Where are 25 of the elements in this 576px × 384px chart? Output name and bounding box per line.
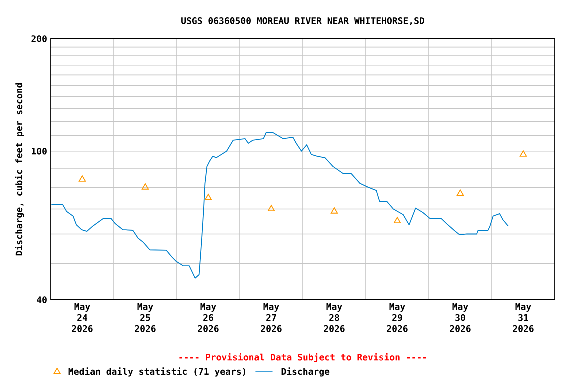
y-tick-label: 100 [32, 148, 47, 155]
line-series [51, 132, 509, 279]
point [142, 184, 150, 190]
legend-label: Discharge [282, 368, 330, 377]
x-tick-label: May 26 2026 [198, 304, 219, 332]
x-tick-label: May 31 2026 [513, 304, 534, 332]
x-tick-label: May 25 2026 [135, 304, 156, 332]
x-tick-label: May 29 2026 [387, 304, 408, 332]
point [394, 217, 402, 224]
x-tick-label: May 30 2026 [450, 304, 471, 332]
chart-title: USGS 06360500 MOREAU RIVER NEAR WHITEHORSE,SD [182, 18, 424, 26]
legend-label: Median daily statistic (71 years) [68, 368, 246, 377]
x-tick-label: May 27 2026 [261, 304, 282, 332]
y-tick-label: 40 [37, 296, 47, 304]
y-tick-label: 200 [32, 36, 47, 42]
x-tick-label: May 24 2026 [72, 304, 93, 332]
point [330, 208, 338, 214]
y-axis-title: Discharge, cubic feet per second [15, 83, 24, 256]
point [456, 190, 464, 196]
point [204, 194, 212, 200]
point [520, 150, 528, 157]
x-tick-label: May 28 2026 [324, 304, 345, 332]
point [268, 205, 276, 212]
text: ---- Provisional Data Subject to Revision ---- [180, 353, 426, 363]
point [78, 176, 86, 182]
